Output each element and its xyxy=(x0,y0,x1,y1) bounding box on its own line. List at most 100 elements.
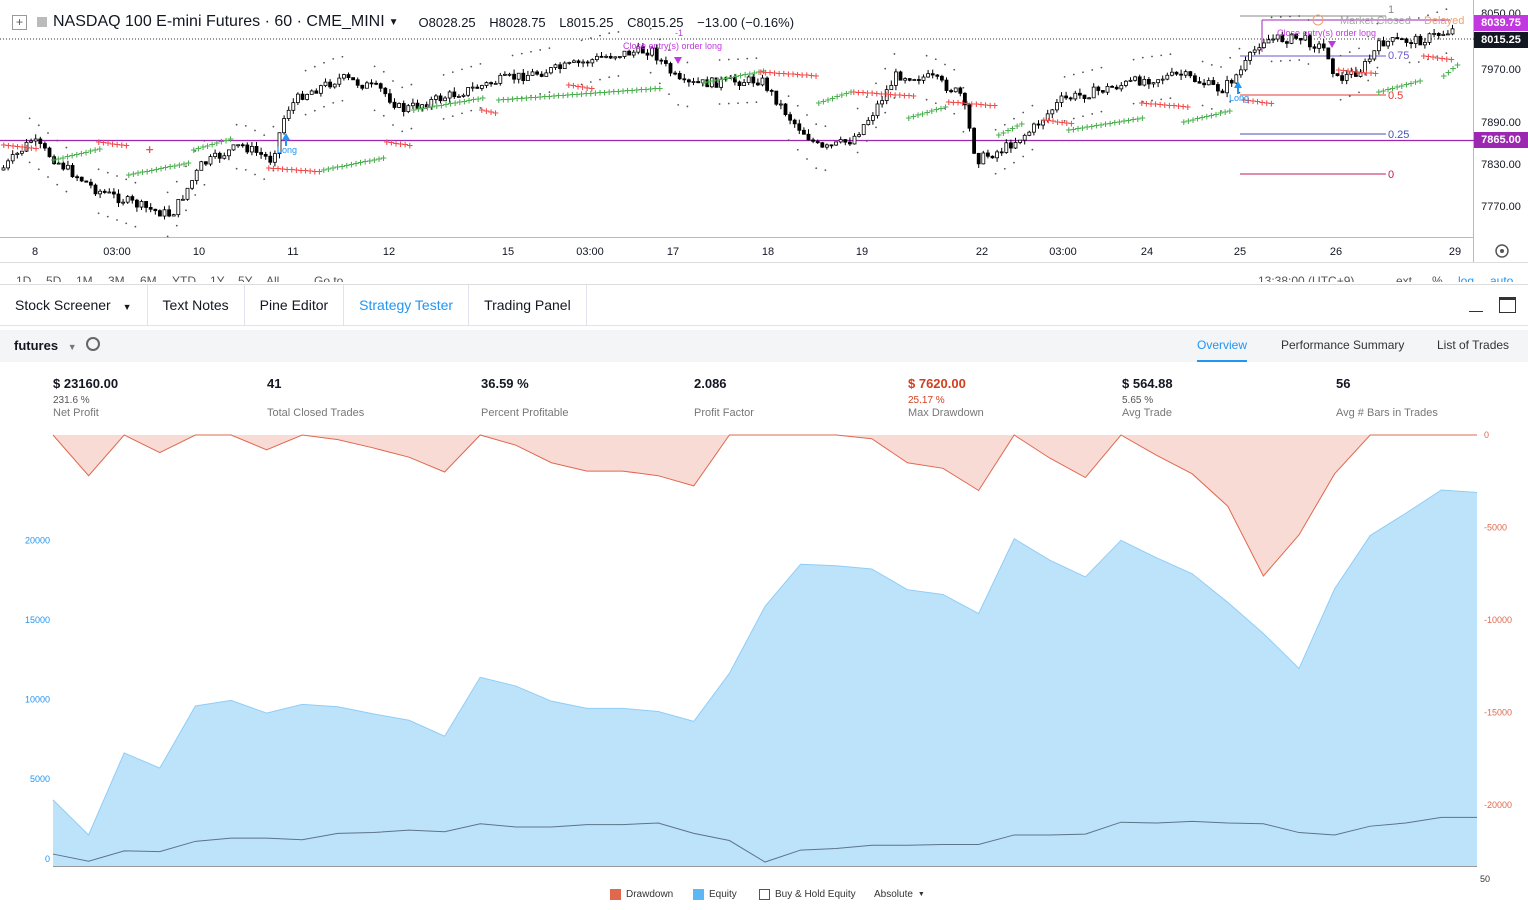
candle-body xyxy=(802,129,806,135)
chevron-down-icon[interactable]: ▼ xyxy=(388,16,399,28)
legend-equity[interactable]: Equity xyxy=(693,889,737,900)
candle-body xyxy=(1234,74,1239,84)
range-5y[interactable]: 5Y xyxy=(238,274,253,282)
candle-body xyxy=(806,133,811,141)
metric-value: 41 xyxy=(267,376,282,391)
fib-retracement[interactable] xyxy=(1240,15,1450,175)
bear-marker: + xyxy=(1147,100,1155,110)
candle-body xyxy=(746,76,751,83)
band-dot-lower xyxy=(1091,113,1094,115)
candle-body xyxy=(1009,142,1013,149)
band-dot-upper xyxy=(815,123,818,126)
candle-body xyxy=(705,79,710,88)
band-dot-lower xyxy=(134,225,137,228)
range-1m[interactable]: 1M xyxy=(76,274,93,282)
bear-marker: + xyxy=(18,143,26,153)
long-signal-2[interactable] xyxy=(1234,81,1242,94)
candle-body xyxy=(659,59,664,62)
candle-body xyxy=(341,74,346,79)
candle-body xyxy=(245,144,250,153)
candle-body xyxy=(272,153,277,163)
tab-stock-screener[interactable]: Stock Screener ▼ xyxy=(0,285,148,325)
ext-toggle[interactable]: ext xyxy=(1396,274,1413,282)
bull-marker: + xyxy=(1106,119,1114,129)
bull-marker: + xyxy=(714,76,722,86)
bull-marker: + xyxy=(820,97,828,107)
long-arrow-icon xyxy=(1234,81,1242,88)
tab-trading-panel[interactable]: Trading Panel xyxy=(469,285,587,325)
right-axis-label: -10000 xyxy=(1484,615,1512,625)
price-chart[interactable]: + + + + + + + + + + + + + + + + + + + + + + + + + + + + + + + + + + + + + + + +… xyxy=(0,0,1528,282)
gear-icon[interactable] xyxy=(86,337,100,351)
candle-body xyxy=(318,85,323,94)
candle-body xyxy=(958,87,963,94)
candle-body xyxy=(604,55,608,58)
candle-body xyxy=(107,191,112,194)
subtab-performance-summary[interactable]: Performance Summary xyxy=(1281,338,1405,352)
candle-body xyxy=(374,82,379,85)
gear-icon[interactable] xyxy=(1495,244,1509,258)
candle-body xyxy=(1358,72,1363,77)
candle-body xyxy=(682,78,687,81)
absolute-dropdown[interactable]: Absolute ▼ xyxy=(874,889,925,900)
range-1y[interactable]: 1Y xyxy=(210,274,225,282)
range-3m[interactable]: 3M xyxy=(108,274,125,282)
bull-marker: + xyxy=(1212,110,1220,120)
legend-label: Absolute xyxy=(874,889,913,900)
band-dot-upper xyxy=(520,52,523,55)
symbol-title[interactable]: NASDAQ 100 E-mini Futures · 60 · CME_MIN… xyxy=(53,13,385,30)
chevron-down-icon[interactable]: ▼ xyxy=(122,302,132,312)
candle-body xyxy=(1285,41,1289,44)
range-all[interactable]: All xyxy=(266,274,280,282)
candle-body xyxy=(1331,58,1335,74)
long-signal-1[interactable] xyxy=(282,133,290,146)
candle-body xyxy=(963,92,967,106)
candle-body xyxy=(447,91,452,99)
high-value: H8028.75 xyxy=(489,14,546,30)
tab-strategy-tester[interactable]: Strategy Tester xyxy=(344,285,470,325)
equity-chart[interactable]: 20000 15000 10000 5000 0 0 -5000 -10000 … xyxy=(0,430,1528,888)
candle-body xyxy=(489,82,494,85)
band-dot-upper xyxy=(658,38,661,41)
band-dot-lower xyxy=(47,176,49,178)
percent-toggle[interactable]: % xyxy=(1432,274,1443,282)
bull-marker: + xyxy=(1194,115,1202,125)
log-toggle[interactable]: log xyxy=(1458,274,1475,282)
candle-body xyxy=(1101,90,1105,93)
range-6m[interactable]: 6M xyxy=(140,274,157,282)
candle-body xyxy=(1151,82,1156,85)
candle-body xyxy=(1432,33,1436,35)
bear-marker: + xyxy=(1349,67,1357,77)
price-axis-label: 7830.00 xyxy=(1481,159,1521,171)
close-signal-2[interactable] xyxy=(1328,41,1336,48)
band-dot-lower xyxy=(548,91,551,94)
subtab-overview[interactable]: Overview xyxy=(1197,338,1248,352)
range-ytd[interactable]: YTD xyxy=(172,274,196,282)
candlestick-chart[interactable]: ++++++++++++++++++++++++++++++++++++++++… xyxy=(0,0,1528,282)
bear-marker: + xyxy=(283,165,291,175)
plus-icon[interactable]: + xyxy=(12,14,27,30)
bull-marker: + xyxy=(829,94,837,104)
auto-toggle[interactable]: auto xyxy=(1490,274,1514,282)
range-5d[interactable]: 5D xyxy=(46,274,62,282)
range-1d[interactable]: 1D xyxy=(16,274,32,282)
subtab-list-of-trades[interactable]: List of Trades xyxy=(1437,338,1510,352)
bull-marker: + xyxy=(1018,120,1026,130)
minimize-icon[interactable] xyxy=(1469,310,1483,312)
bull-marker: + xyxy=(176,161,184,171)
close-signal-1[interactable] xyxy=(674,57,682,64)
candle-body xyxy=(38,138,43,144)
metric-percent xyxy=(481,395,568,406)
legend-drawdown[interactable]: Drawdown xyxy=(610,889,673,900)
legend-buy-hold[interactable]: Buy & Hold Equity xyxy=(759,889,856,900)
tab-text-notes[interactable]: Text Notes xyxy=(148,285,245,325)
band-dot-lower xyxy=(410,127,413,130)
band-dot-lower xyxy=(1358,91,1360,94)
go-to-button[interactable]: Go to... xyxy=(314,274,354,282)
candle-body xyxy=(98,190,102,195)
bear-marker: + xyxy=(1438,54,1446,64)
strategy-selector[interactable]: futures ▼ xyxy=(14,338,77,353)
maximize-icon[interactable] xyxy=(1499,297,1516,313)
tab-pine-editor[interactable]: Pine Editor xyxy=(245,285,345,325)
band-dot-lower xyxy=(893,97,896,99)
